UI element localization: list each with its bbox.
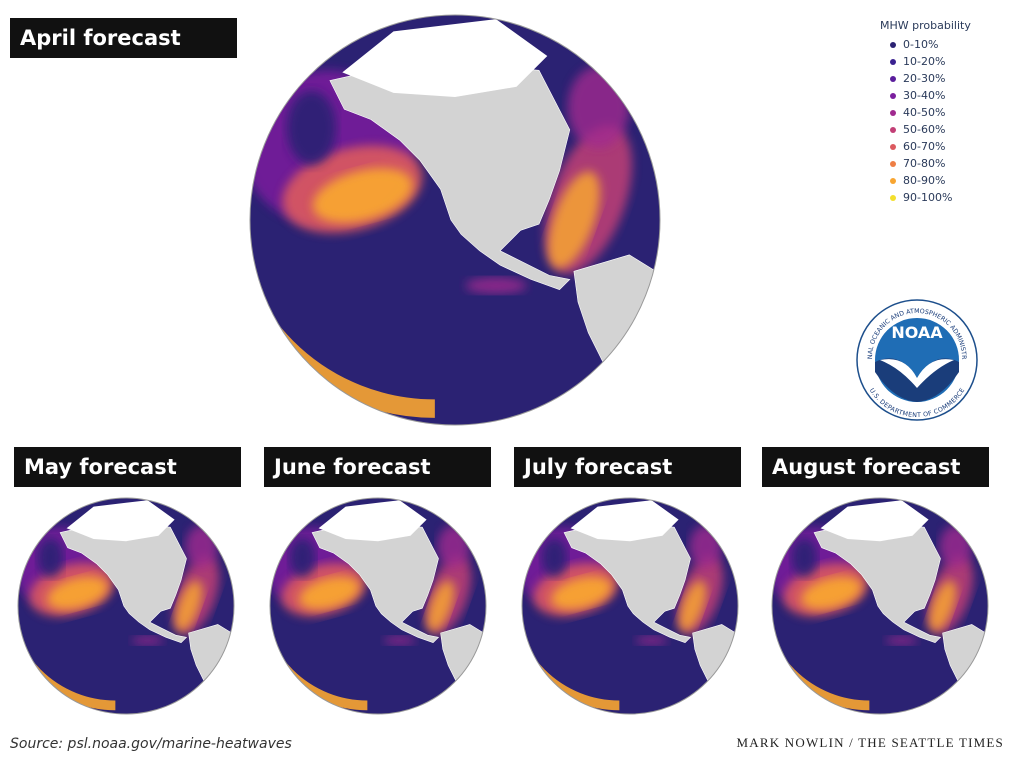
- globe-outline: [269, 497, 487, 715]
- globe-outline: [521, 497, 739, 715]
- source: Source: psl.noaa.gov/marine-heatwaves: [10, 736, 292, 752]
- ice: [820, 500, 929, 542]
- legend-label: 40-50%: [903, 106, 945, 119]
- ice: [342, 19, 548, 98]
- land: [813, 521, 942, 644]
- heat-band: [270, 498, 483, 711]
- globe-outline: [17, 497, 235, 715]
- heat-area: [174, 580, 203, 632]
- globe-outline: [249, 14, 661, 426]
- ice: [570, 500, 679, 542]
- heat-band: [772, 498, 985, 711]
- globe: [270, 498, 486, 714]
- heat-area: [286, 90, 337, 165]
- heat-area: [289, 537, 316, 577]
- heat-area: [299, 576, 360, 610]
- panel-title: May forecast: [24, 455, 177, 479]
- heat-area: [567, 66, 630, 149]
- land: [329, 59, 571, 291]
- title-box: [514, 447, 741, 487]
- legend-label: 50-60%: [903, 123, 945, 136]
- legend-label: 70-80%: [903, 157, 945, 170]
- heat-band: [250, 15, 653, 418]
- heat-area: [131, 636, 164, 645]
- panel-title: June forecast: [272, 455, 431, 479]
- heat-area: [541, 537, 568, 577]
- heat-area: [37, 537, 64, 577]
- legend-swatch: [890, 144, 896, 150]
- legend-label: 90-100%: [903, 191, 952, 204]
- heat-area: [312, 168, 413, 223]
- land: [311, 521, 440, 644]
- legend-title: MHW probability: [880, 19, 971, 32]
- panel-title: August forecast: [772, 455, 960, 479]
- legend-label: 30-40%: [903, 89, 945, 102]
- heat-area: [791, 537, 818, 577]
- heat-area: [426, 580, 455, 632]
- title-box: [14, 447, 241, 487]
- legend-label: 80-90%: [903, 174, 945, 187]
- legend-swatch: [890, 93, 896, 99]
- legend-label: 20-30%: [903, 72, 945, 85]
- title-box: [264, 447, 491, 487]
- legend-label: 10-20%: [903, 55, 945, 68]
- heat-area: [635, 636, 668, 645]
- title-box: [762, 447, 989, 487]
- heat-area: [547, 171, 600, 269]
- land: [563, 521, 692, 644]
- legend-label: 60-70%: [903, 140, 945, 153]
- legend-label: 0-10%: [903, 38, 938, 51]
- panel-title: April forecast: [20, 26, 181, 50]
- heat-band: [18, 498, 231, 711]
- heat-area: [678, 580, 707, 632]
- heat-area: [801, 576, 862, 610]
- land: [59, 521, 188, 644]
- heat-area: [885, 636, 918, 645]
- legend-swatch: [890, 161, 896, 167]
- legend-swatch: [890, 76, 896, 82]
- globe-outline: [771, 497, 989, 715]
- heat-area: [928, 580, 957, 632]
- legend-swatch: [890, 59, 896, 65]
- globe: [18, 498, 234, 714]
- globe: [250, 15, 660, 425]
- globe: [772, 498, 988, 714]
- ice: [66, 500, 175, 542]
- credit: MARK NOWLIN / THE SEATTLE TIMES: [737, 735, 1004, 750]
- heat-area: [465, 277, 527, 294]
- heat-area: [437, 525, 470, 569]
- heat-area: [689, 525, 722, 569]
- legend-swatch: [890, 195, 896, 201]
- legend-swatch: [890, 127, 896, 133]
- globe: [522, 498, 738, 714]
- heat-area: [185, 525, 218, 569]
- logo-text: NOAA: [891, 323, 943, 342]
- heat-area: [383, 636, 416, 645]
- legend-swatch: [890, 110, 896, 116]
- ice: [318, 500, 427, 542]
- title-box: [10, 18, 237, 58]
- legend-swatch: [890, 178, 896, 184]
- heat-band: [522, 498, 735, 711]
- legend-swatch: [890, 42, 896, 48]
- heat-area: [551, 576, 612, 610]
- panel-title: July forecast: [522, 455, 672, 479]
- heat-area: [939, 525, 972, 569]
- heat-area: [47, 576, 108, 610]
